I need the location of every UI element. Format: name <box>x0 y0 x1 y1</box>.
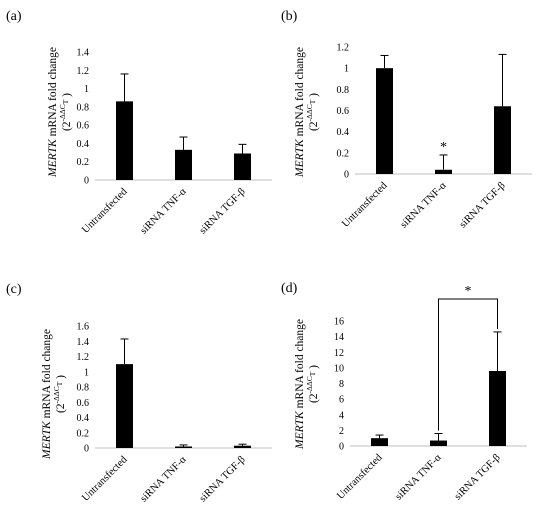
bar <box>435 169 452 174</box>
y-tick-label: 0 <box>339 442 344 453</box>
chart-panel-b: (b) MERTK mRNA fold change (2-ΔΔCT ) 0 0.2 0.… <box>275 0 550 256</box>
y-tick-label: 0.6 <box>337 106 350 117</box>
bar <box>430 440 447 446</box>
x-tick-label: Untransfected <box>80 186 130 236</box>
y-axis-label-unit: (2-ΔΔCT ) <box>52 375 67 413</box>
y-tick-label: 0 <box>344 170 349 181</box>
y-tick-label: 0.2 <box>77 428 90 439</box>
x-tick-label: siRNA TGF-β <box>453 452 503 502</box>
significance-star: * <box>465 284 472 299</box>
x-tick-label: Untransfected <box>340 180 390 230</box>
y-tick-label: 0.2 <box>77 157 90 168</box>
y-tick-label: 1 <box>84 367 89 378</box>
bar <box>175 446 192 448</box>
bar <box>234 153 251 180</box>
chart-svg-c: (c) MERTK mRNA fold change (2-ΔΔCT ) 0 0.2 0.… <box>6 282 272 504</box>
x-tick-label: siRNA TNF-α <box>399 180 449 230</box>
y-axis-label-unit: (2-ΔΔCT ) <box>58 93 73 131</box>
y-axis-label-unit: (2-ΔΔCT ) <box>305 93 320 131</box>
y-axis-label-group: MERTK mRNA fold change (2-ΔΔCT ) <box>47 47 73 178</box>
y-tick-label: 0.4 <box>337 127 350 138</box>
x-tick-label: siRNA TGF-β <box>198 454 248 504</box>
y-axis-label: MERTK mRNA fold change <box>47 47 59 178</box>
y-tick-label: 12 <box>334 348 344 359</box>
x-tick-label: siRNA TNF-α <box>394 452 444 502</box>
y-tick-label: 14 <box>334 332 344 343</box>
y-axis-label-group: MERTK mRNA fold change (2-ΔΔCT ) <box>294 47 320 178</box>
bar <box>494 106 511 174</box>
panel-label: (d) <box>281 281 298 296</box>
y-tick-label: 1 <box>84 84 89 95</box>
y-tick-label: 6 <box>339 395 344 406</box>
chart-svg-b: (b) MERTK mRNA fold change (2-ΔΔCT ) 0 0.2 0.… <box>281 9 532 230</box>
y-tick-label: 1.2 <box>77 66 90 77</box>
y-tick-label: 8 <box>339 379 344 390</box>
y-tick-label: 2 <box>339 426 344 437</box>
y-axis-label-unit: (2-ΔΔCT ) <box>305 365 320 403</box>
chart-svg-d: (d) MERTK mRNA fold change (2-ΔΔCT ) 0 2 4 6 8 1… <box>281 281 527 502</box>
y-tick-label: 1 <box>344 64 349 75</box>
chart-panel-a: (a) MERTK mRNA fold change (2-ΔΔCT ) 0 0.2 0.… <box>0 0 275 256</box>
x-tick-label: siRNA TNF-α <box>139 186 189 236</box>
y-tick-label: 0.8 <box>337 85 350 96</box>
x-tick-label: siRNA TNF-α <box>139 454 189 504</box>
y-tick-label: 0.8 <box>77 102 90 113</box>
bar <box>376 68 393 174</box>
y-tick-label: 0 <box>84 444 89 455</box>
y-tick-label: 0.4 <box>77 139 90 150</box>
y-tick-label: 0 <box>84 176 89 187</box>
y-tick-label: 0.4 <box>77 413 90 424</box>
x-tick-label: Untransfected <box>80 454 130 504</box>
y-axis-label-group: MERTK mRNA fold change (2-ΔΔCT ) <box>41 329 67 460</box>
panel-label: (b) <box>281 9 298 24</box>
bar <box>175 149 192 180</box>
bar <box>489 371 506 446</box>
y-tick-label: 0.6 <box>77 398 90 409</box>
y-axis-label: MERTK mRNA fold change <box>294 47 306 178</box>
panel-label: (a) <box>6 9 22 24</box>
bar <box>116 364 133 448</box>
bar <box>116 101 133 180</box>
y-tick-label: 0.8 <box>77 383 90 394</box>
y-tick-label: 1.4 <box>77 48 90 59</box>
y-tick-label: 0.2 <box>337 148 350 159</box>
y-tick-label: 16 <box>334 317 344 328</box>
x-tick-label: siRNA TGF-β <box>458 180 508 230</box>
significance-star: * <box>440 140 447 155</box>
y-tick-label: 1.2 <box>77 352 90 363</box>
x-tick-label: siRNA TGF-β <box>198 186 248 236</box>
chart-panel-c: (c) MERTK mRNA fold change (2-ΔΔCT ) 0 0.2 0.… <box>0 256 275 512</box>
y-tick-label: 0.6 <box>77 121 90 132</box>
bar <box>371 438 388 446</box>
y-axis-label-group: MERTK mRNA fold change (2-ΔΔCT ) <box>294 319 320 450</box>
y-axis-label: MERTK mRNA fold change <box>41 329 53 460</box>
bar <box>234 445 251 448</box>
y-tick-label: 1.6 <box>77 322 90 333</box>
y-tick-label: 10 <box>334 363 344 374</box>
y-tick-label: 1.2 <box>337 43 350 54</box>
significance-bracket <box>438 298 498 431</box>
x-tick-label: Untransfected <box>335 452 385 502</box>
y-axis-label: MERTK mRNA fold change <box>294 319 306 450</box>
chart-svg-a: (a) MERTK mRNA fold change (2-ΔΔCT ) 0 0.2 0.… <box>6 9 272 236</box>
y-tick-label: 4 <box>339 410 344 421</box>
chart-panel-d: (d) MERTK mRNA fold change (2-ΔΔCT ) 0 2 4 6 8 1… <box>275 256 550 512</box>
panel-label: (c) <box>6 282 22 297</box>
y-tick-label: 1.4 <box>77 337 90 348</box>
